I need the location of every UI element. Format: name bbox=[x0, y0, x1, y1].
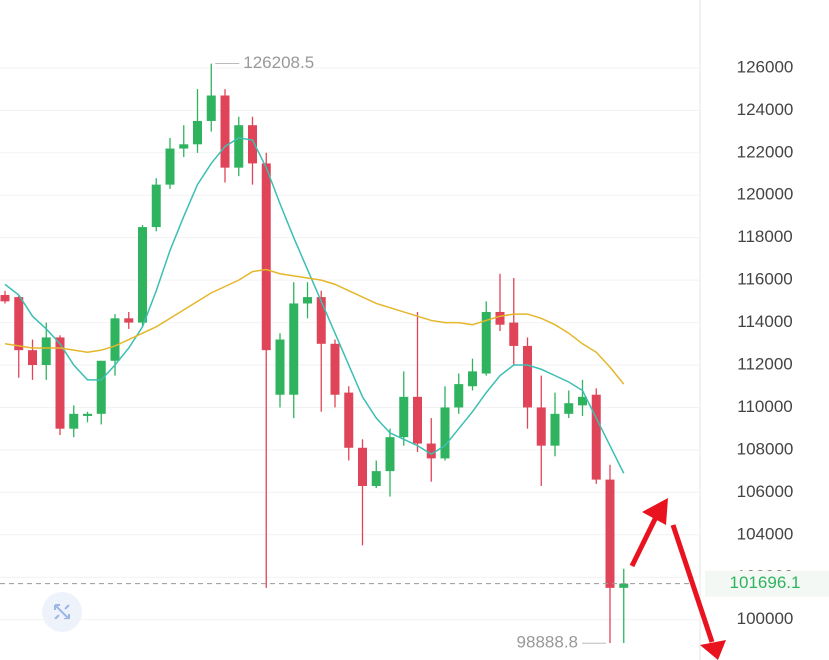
candle-body bbox=[509, 322, 519, 346]
moving-average-line bbox=[4, 137, 625, 474]
arrow-up bbox=[629, 515, 659, 568]
candle-body bbox=[248, 125, 257, 164]
candle-body bbox=[28, 350, 37, 366]
candle-body bbox=[110, 318, 120, 361]
candle-body bbox=[481, 311, 491, 374]
y-tick-label: 114000 bbox=[737, 312, 792, 331]
candle-body bbox=[193, 120, 202, 145]
y-tick-label: 120000 bbox=[737, 185, 794, 204]
y-tick-label: 118000 bbox=[737, 227, 792, 246]
y-tick-label: 106000 bbox=[737, 482, 794, 501]
candle-body bbox=[151, 184, 161, 228]
candle-body bbox=[358, 447, 367, 486]
candle-body bbox=[316, 297, 326, 344]
y-tick-label: 112000 bbox=[737, 355, 792, 374]
candle-body bbox=[96, 360, 106, 414]
icon-arrows bbox=[54, 604, 70, 620]
candle-body bbox=[124, 318, 134, 323]
max-price-label: 126208.5 bbox=[243, 53, 314, 72]
candle-body bbox=[591, 394, 601, 480]
candle-body bbox=[413, 396, 422, 444]
candle-body bbox=[399, 396, 409, 438]
candle-body bbox=[564, 403, 574, 414]
candle-body bbox=[619, 583, 629, 588]
candle-body bbox=[0, 294, 10, 302]
candle-body bbox=[179, 144, 189, 149]
y-tick-label: 104000 bbox=[737, 524, 794, 543]
candle-body bbox=[550, 413, 560, 446]
candle-body bbox=[440, 407, 450, 459]
y-tick-label: 124000 bbox=[737, 100, 794, 119]
candle-body bbox=[289, 303, 299, 395]
candle-body bbox=[454, 384, 464, 408]
candle-body bbox=[536, 407, 546, 446]
arrow-down bbox=[670, 524, 715, 643]
candle-body bbox=[371, 471, 381, 486]
candle-body bbox=[220, 95, 230, 168]
candle-body bbox=[344, 392, 354, 448]
candle-body bbox=[468, 371, 477, 387]
candle-body bbox=[41, 337, 51, 366]
candle-body bbox=[330, 343, 340, 395]
candle-body bbox=[495, 311, 505, 325]
candle-body bbox=[55, 337, 65, 429]
arrow-up-head bbox=[642, 498, 668, 525]
red-arrows bbox=[629, 498, 726, 660]
last-price-bg bbox=[705, 570, 829, 597]
candle-body bbox=[275, 339, 285, 395]
candle-body bbox=[83, 413, 92, 416]
candle-body bbox=[138, 227, 147, 323]
y-tick-label: 110000 bbox=[737, 397, 792, 416]
candle-body bbox=[165, 148, 175, 185]
candle-body bbox=[69, 413, 79, 429]
moving-average-line bbox=[4, 268, 625, 385]
y-tick-label: 108000 bbox=[737, 439, 794, 458]
min-price-label: 98888.8 bbox=[517, 633, 578, 652]
expand-icon[interactable] bbox=[42, 592, 82, 632]
y-tick-label: 122000 bbox=[737, 142, 794, 161]
candle-body bbox=[303, 297, 312, 304]
last-price-label: 101696.1 bbox=[730, 573, 801, 592]
candle-body bbox=[426, 443, 436, 459]
candle-body bbox=[523, 345, 532, 408]
arrow-down-head bbox=[700, 640, 726, 660]
candle-body bbox=[261, 163, 271, 351]
y-tick-label: 116000 bbox=[737, 270, 792, 289]
candle-body bbox=[605, 479, 615, 588]
candle-body bbox=[206, 95, 216, 121]
y-tick-label: 126000 bbox=[737, 57, 794, 76]
candle-body bbox=[14, 297, 24, 351]
candle-body bbox=[385, 437, 395, 472]
y-tick-label: 100000 bbox=[737, 609, 794, 628]
candle-body bbox=[234, 125, 244, 168]
candle-body bbox=[578, 396, 587, 406]
